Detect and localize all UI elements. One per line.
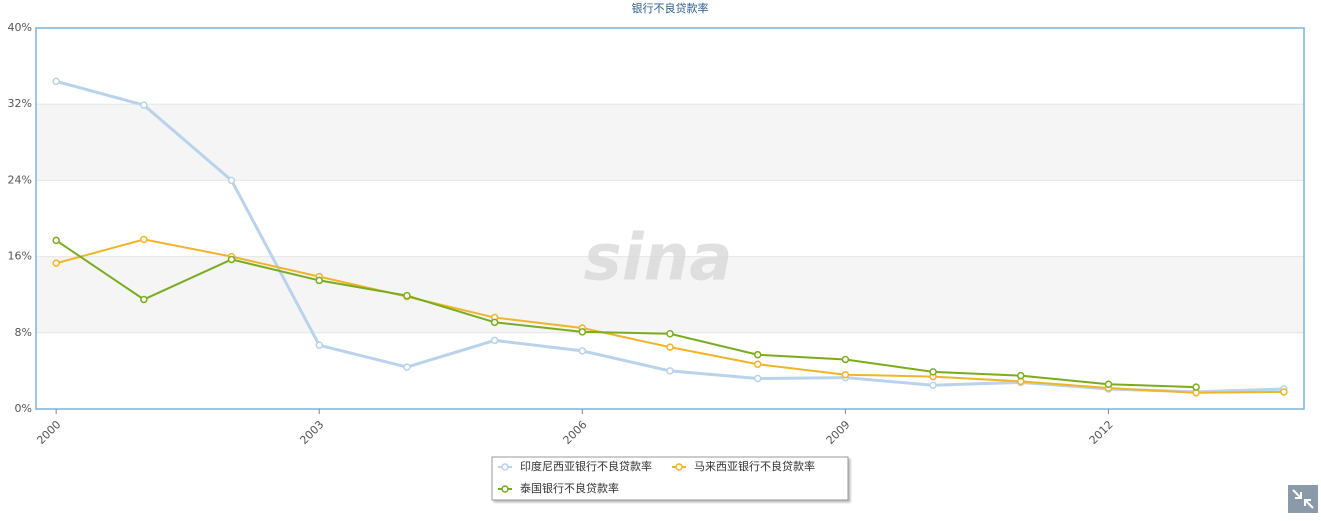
plot-frame <box>35 27 1305 410</box>
y-tick-label: 24% <box>8 173 32 186</box>
watermark: sina <box>584 222 733 296</box>
point-marker <box>227 176 236 185</box>
legend-marker <box>675 463 683 471</box>
y-tick-label: 32% <box>8 97 32 110</box>
point-marker <box>1192 383 1200 391</box>
point-marker <box>140 235 148 244</box>
chart-title: 银行不良贷款率 <box>632 1 709 15</box>
point-marker <box>666 367 674 375</box>
point-marker <box>666 330 674 338</box>
point-marker <box>140 101 148 109</box>
point-marker <box>929 368 937 376</box>
point-marker <box>315 276 323 285</box>
legend-marker <box>501 485 509 493</box>
point-marker <box>929 381 937 389</box>
collapse-button[interactable] <box>1288 485 1318 513</box>
point-marker <box>666 343 674 351</box>
point-marker <box>403 363 411 371</box>
y-tick-label: 40% <box>8 21 32 34</box>
legend-label: 马来西亚银行不良贷款率 <box>694 459 815 473</box>
point-marker <box>578 328 587 336</box>
y-tick-label: 16% <box>8 250 32 263</box>
button-bg <box>1288 485 1318 513</box>
point-marker <box>227 255 236 264</box>
point-marker <box>52 77 60 86</box>
grid-band <box>36 256 1304 333</box>
point-marker <box>1104 380 1113 388</box>
point-marker <box>52 236 60 245</box>
point-marker <box>403 291 411 300</box>
point-marker <box>753 374 762 383</box>
point-marker <box>140 295 148 304</box>
button-icon <box>1292 489 1314 509</box>
point-marker <box>1280 388 1288 396</box>
legend-label: 泰国银行不良贷款率 <box>520 481 619 495</box>
legend-marker <box>501 463 509 471</box>
point-marker <box>315 341 323 349</box>
grid-band <box>36 104 1304 181</box>
point-marker <box>490 336 499 345</box>
point-marker <box>490 318 499 327</box>
point-marker <box>578 347 587 355</box>
point-marker <box>841 370 850 379</box>
point-marker <box>52 259 60 268</box>
y-tick-label: 8% <box>15 326 32 339</box>
series-line <box>55 239 1197 389</box>
point-marker <box>753 350 762 359</box>
point-marker <box>841 355 850 364</box>
point-marker <box>753 360 762 368</box>
point-marker <box>1017 371 1025 380</box>
y-tick-label: 0% <box>15 402 32 415</box>
legend-label: 印度尼西亚银行不良贷款率 <box>520 459 652 473</box>
legend-box <box>491 456 849 501</box>
